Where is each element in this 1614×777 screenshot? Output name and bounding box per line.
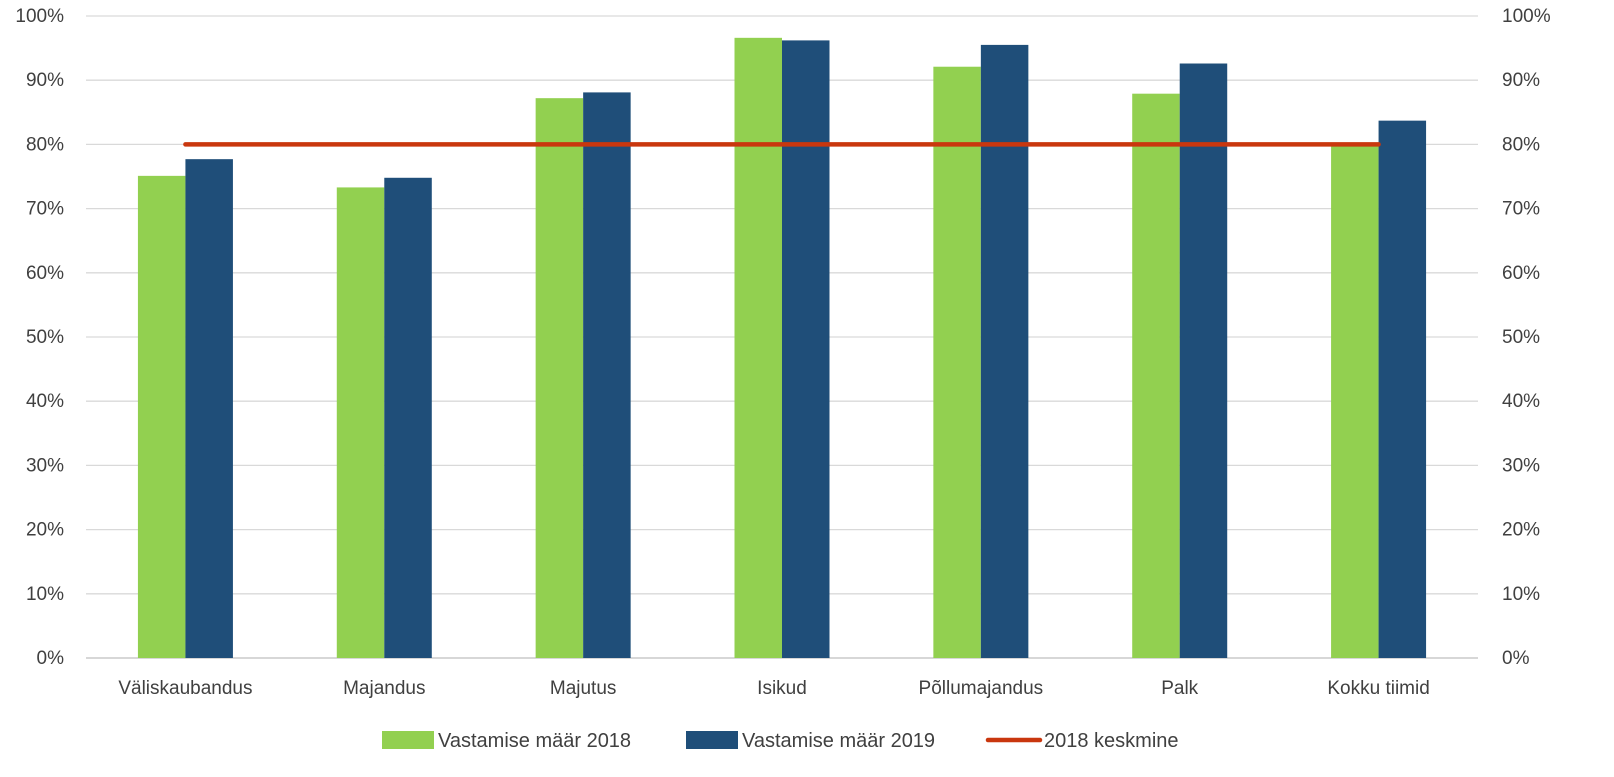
x-tick-label: Väliskaubandus xyxy=(118,678,252,699)
y2-tick-label: 30% xyxy=(1502,455,1540,476)
x-tick-label: Kokku tiimid xyxy=(1327,678,1429,699)
y-tick-label: 30% xyxy=(26,455,64,476)
bar xyxy=(1132,93,1180,658)
legend-label: Vastamise määr 2018 xyxy=(438,730,631,752)
y2-tick-label: 60% xyxy=(1502,263,1540,284)
legend-label: Vastamise määr 2019 xyxy=(742,730,935,752)
y-tick-label: 100% xyxy=(15,6,64,27)
y-tick-label: 80% xyxy=(26,134,64,155)
legend-label: 2018 keskmine xyxy=(1044,730,1179,752)
y2-tick-label: 20% xyxy=(1502,520,1540,541)
bar xyxy=(980,44,1029,658)
y-tick-label: 20% xyxy=(26,520,64,541)
x-tick-label: Isikud xyxy=(757,678,807,699)
y-tick-label: 60% xyxy=(26,263,64,284)
bar xyxy=(336,187,385,658)
y2-tick-label: 10% xyxy=(1502,584,1540,605)
bar xyxy=(1179,63,1228,659)
bar xyxy=(185,159,233,658)
y-tick-label: 40% xyxy=(26,391,64,412)
y2-tick-label: 70% xyxy=(1502,199,1540,220)
y-tick-label: 10% xyxy=(26,584,64,605)
y2-tick-label: 80% xyxy=(1502,134,1540,155)
y2-tick-label: 0% xyxy=(1502,648,1530,669)
y2-tick-label: 90% xyxy=(1502,70,1540,91)
x-tick-label: Majandus xyxy=(343,678,425,699)
legend-swatch xyxy=(382,731,434,749)
y-tick-label: 0% xyxy=(37,648,65,669)
bar xyxy=(734,37,782,658)
y-tick-label: 90% xyxy=(26,70,64,91)
y-tick-label: 50% xyxy=(26,327,64,348)
x-tick-label: Majutus xyxy=(550,678,617,699)
legend-swatch xyxy=(686,731,738,749)
x-tick-label: Põllumajandus xyxy=(919,678,1044,699)
bar xyxy=(583,92,631,658)
y2-tick-label: 40% xyxy=(1502,391,1540,412)
bar xyxy=(535,98,584,658)
y2-tick-label: 100% xyxy=(1502,6,1551,27)
bar xyxy=(384,177,432,658)
bar xyxy=(1331,144,1379,658)
axes: 0% 10% 20% 30% 40% 50% 60% 70% 80% 90% 100% 0% 10% 20… xyxy=(15,6,1550,699)
y-tick-label: 70% xyxy=(26,199,64,220)
bars xyxy=(137,37,1427,659)
y2-tick-label: 50% xyxy=(1502,327,1540,348)
bar xyxy=(137,175,186,658)
bar xyxy=(782,40,830,659)
bar xyxy=(933,66,981,658)
x-tick-label: Palk xyxy=(1161,678,1198,699)
bar xyxy=(1378,120,1427,658)
legend: Vastamise määr 2018 Vastamise määr 2019 20… xyxy=(382,730,1179,752)
